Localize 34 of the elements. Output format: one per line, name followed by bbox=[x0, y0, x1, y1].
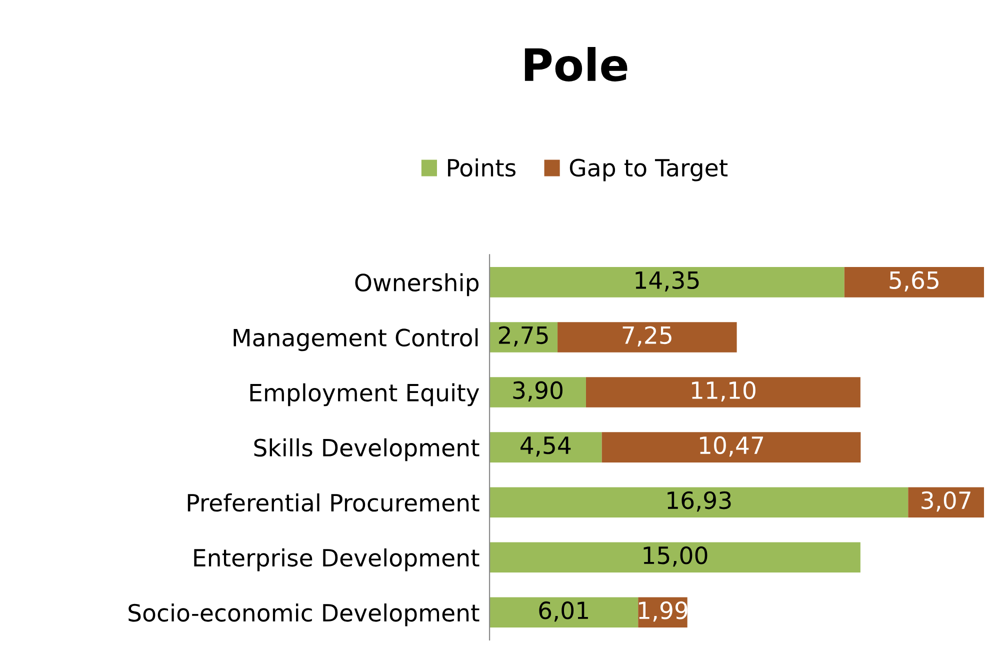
bar bbox=[558, 322, 737, 352]
bar bbox=[490, 377, 586, 408]
y-tick-label: Skills Development bbox=[254, 438, 480, 462]
y-tick-label: Employment Equity bbox=[250, 383, 480, 406]
bar bbox=[490, 487, 908, 518]
data-label: 16,93 bbox=[668, 491, 731, 512]
data-label: 15,00 bbox=[644, 546, 708, 567]
chart-title: Pole bbox=[524, 47, 628, 82]
legend-label: Points bbox=[448, 158, 516, 177]
bar bbox=[908, 487, 984, 518]
data-label: 5,65 bbox=[890, 271, 938, 292]
data-label: 7,25 bbox=[622, 326, 672, 346]
data-label: 3,90 bbox=[513, 381, 562, 402]
data-label: 6,01 bbox=[539, 601, 588, 622]
data-label: 2,75 bbox=[498, 326, 548, 346]
data-label: 14,35 bbox=[636, 271, 699, 292]
y-tick-label: Management Control bbox=[234, 328, 478, 352]
bar bbox=[602, 432, 861, 462]
data-label: 11,10 bbox=[692, 381, 756, 402]
data-label: 1,99 bbox=[639, 601, 688, 622]
y-tick-label: Ownership bbox=[355, 273, 479, 296]
data-label: 3,07 bbox=[922, 491, 970, 512]
legend-label: Gap to Target bbox=[570, 158, 728, 182]
data-label: 10,47 bbox=[700, 436, 764, 457]
y-tick-label: Preferential Procurement bbox=[188, 493, 480, 512]
y-tick-label: Socio-economic Development bbox=[128, 603, 480, 626]
bar bbox=[490, 597, 638, 628]
bar bbox=[844, 267, 984, 298]
data-label: 4,54 bbox=[520, 436, 571, 457]
bar bbox=[490, 432, 602, 462]
bar bbox=[586, 377, 860, 408]
bar bbox=[490, 542, 860, 573]
bar bbox=[490, 267, 844, 298]
y-tick-label: Enterprise Development bbox=[194, 548, 480, 572]
